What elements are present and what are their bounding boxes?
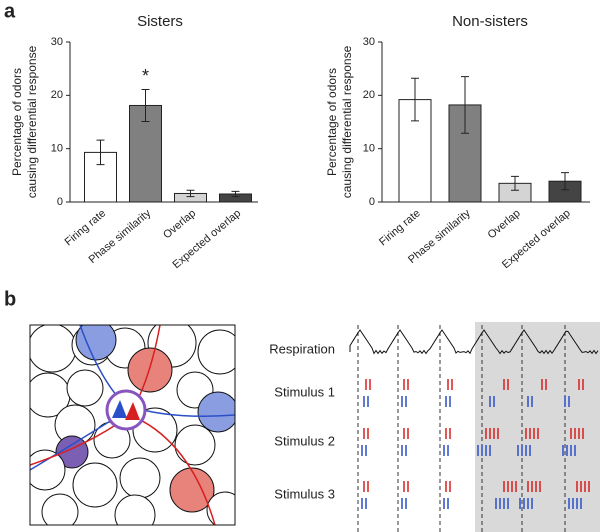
chart-title: Non-sisters bbox=[452, 13, 528, 30]
y-axis-label: causing differential response bbox=[340, 45, 354, 198]
error-bar bbox=[561, 172, 569, 191]
y-axis-label: Percentage of odors bbox=[325, 68, 339, 176]
x-tick-label: Firing rate bbox=[63, 207, 109, 248]
y-tick-label: 30 bbox=[363, 36, 375, 48]
error-bar bbox=[511, 175, 519, 191]
cell-diagram bbox=[30, 325, 235, 525]
error-bar bbox=[461, 76, 469, 134]
error-bar bbox=[231, 190, 240, 198]
y-tick-label: 10 bbox=[51, 143, 63, 155]
y-tick-label: 30 bbox=[51, 36, 63, 48]
shaded-region bbox=[475, 322, 600, 532]
row-label: Stimulus 2 bbox=[274, 433, 335, 448]
panel-label: a bbox=[4, 0, 16, 22]
error-bar bbox=[186, 189, 195, 198]
y-tick-label: 20 bbox=[363, 89, 375, 101]
x-tick-label: Overlap bbox=[161, 207, 198, 241]
y-axis-label: causing differential response bbox=[25, 45, 39, 198]
error-bar bbox=[411, 77, 419, 122]
y-axis-label: Percentage of odors bbox=[10, 68, 24, 176]
y-tick-label: 10 bbox=[363, 143, 375, 155]
diagram-frame bbox=[29, 324, 236, 526]
panel-label: b bbox=[4, 288, 16, 310]
y-tick-label: 20 bbox=[51, 89, 63, 101]
error-bar bbox=[96, 139, 105, 166]
row-label: Stimulus 1 bbox=[274, 384, 335, 399]
y-tick-label: 0 bbox=[57, 196, 63, 208]
x-tick-label: Overlap bbox=[486, 207, 523, 241]
respiration-trace bbox=[349, 329, 599, 355]
row-label: Stimulus 3 bbox=[274, 486, 335, 501]
significance-marker: * bbox=[142, 66, 149, 86]
x-tick-label: Firing rate bbox=[377, 207, 423, 248]
row-label: Respiration bbox=[269, 341, 335, 356]
error-bar bbox=[141, 88, 150, 122]
y-tick-label: 0 bbox=[369, 196, 375, 208]
chart-title: Sisters bbox=[137, 13, 183, 30]
